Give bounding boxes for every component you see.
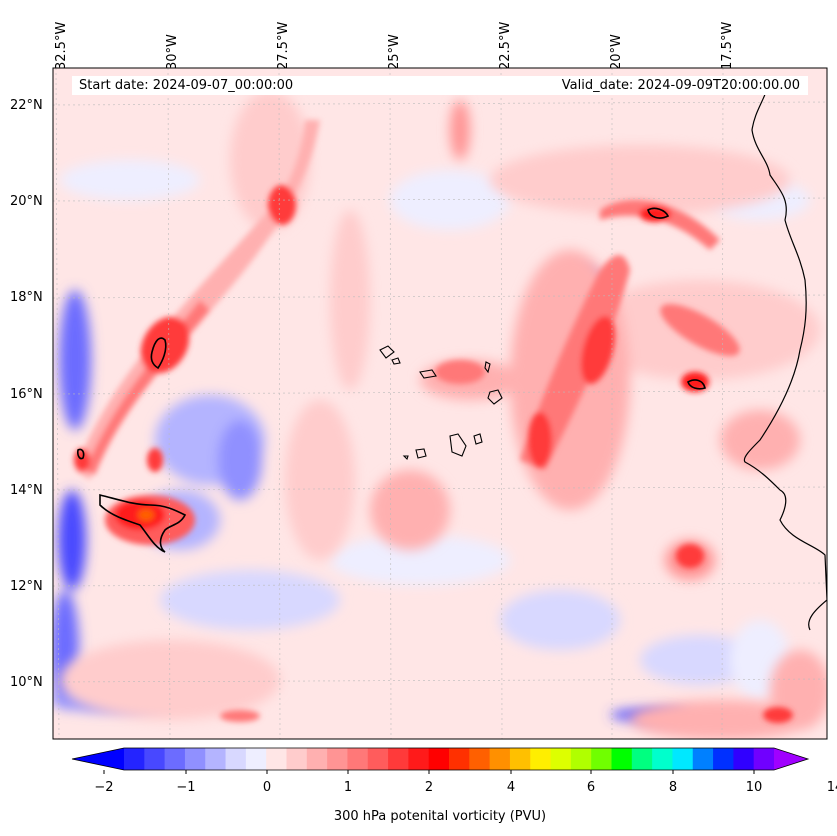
colorbar-segment [753,748,775,770]
colorbar-segment [530,748,552,770]
colorbar-segment [672,748,694,770]
start-date-label: Start date: 2024-09-07_00:00:00 [79,78,294,93]
colorbar-segment [591,748,612,770]
colorbar-tick: 2 [424,780,434,795]
colorbar-segment [388,748,409,770]
right-pv-features [220,200,793,723]
lat-label: 20°N [10,194,43,209]
colorbar-segment [327,748,348,770]
colorbar-segment [205,748,227,770]
colorbar-segment [347,748,369,770]
colorbar-label: 300 hPa potenital vorticity (PVU) [333,809,547,824]
colorbar-segment [713,748,734,770]
colorbar-segment [509,748,531,770]
colorbar-max-arrow [774,748,808,770]
colorbar-segment [733,748,755,770]
colorbar-tick: 0 [262,780,272,795]
colorbar-segment [692,748,714,770]
cape-verde-islands [379,345,503,461]
pv-map [52,67,828,740]
lat-label: 16°N [10,387,43,402]
colorbar-tick: 10 [745,780,763,795]
date-info-bar [72,76,808,95]
colorbar-segment [286,748,308,770]
colorbar-segment [245,748,267,770]
pv-contours [77,207,706,553]
colorbar-min-arrow [72,748,124,770]
graticule [53,68,827,739]
colorbar-segment [164,748,186,770]
colorbar-tick: 6 [586,780,596,795]
colorbar-segment [408,748,430,770]
colorbar-segment [652,748,673,770]
left-pv-band [74,120,320,545]
colorbar-segment [184,748,206,770]
colorbar-segment [570,748,592,770]
colorbar-tick: −2 [94,780,114,795]
colorbar-segment [428,748,450,770]
colorbar-segment [367,748,389,770]
colorbar-segment [306,748,328,770]
valid-date-label: Valid_date: 2024-09-09T20:00:00.00 [561,78,800,93]
colorbar-segment [489,748,511,770]
colorbar-segment [144,748,166,770]
africa-coastline [743,79,827,631]
colorbar-segment [469,748,491,770]
colorbar-segment [611,748,633,770]
lat-label: 18°N [10,290,43,305]
colorbar-tick: 4 [506,780,516,795]
colorbar-segment [550,748,572,770]
map-frame [52,67,828,740]
colorbar-tick: −1 [176,780,196,795]
colorbar-segment [449,748,470,770]
colorbar-segment [631,748,653,770]
colorbar-segment [225,748,247,770]
colorbar-segment [124,748,145,770]
lat-label: 14°N [10,483,43,498]
colorbar-tick: 8 [668,780,678,795]
lat-label: 22°N [10,98,43,113]
colorbar-segment [266,748,287,770]
colorbar-tick: 1 [343,780,353,795]
colorbar-outline [71,747,810,771]
colorbar-tick: 14 [826,780,837,795]
lat-label: 10°N [10,675,43,690]
lat-label: 12°N [10,579,43,594]
